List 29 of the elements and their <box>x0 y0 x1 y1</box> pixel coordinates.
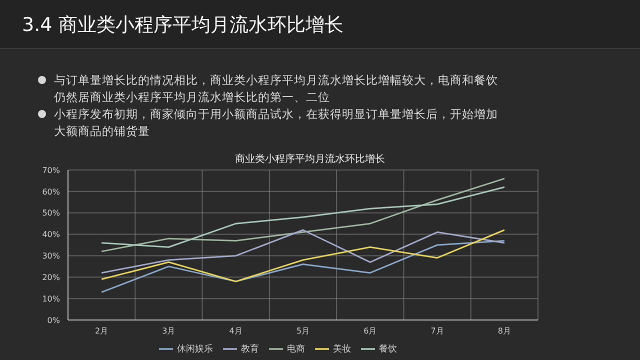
x-tick-label: 4月 <box>229 326 242 336</box>
line-series <box>100 229 506 274</box>
x-tick-label: 8月 <box>498 326 511 336</box>
chart-subtitle: 商业类小程序平均月流水环比增长 <box>234 152 386 166</box>
y-tick-label: 60% <box>42 187 60 196</box>
legend-label: 电商 <box>287 344 305 354</box>
line-series <box>100 240 506 293</box>
y-tick-label: 0% <box>47 316 60 325</box>
legend-label: 餐饮 <box>379 344 397 354</box>
x-tick-label: 5月 <box>296 326 310 336</box>
chart-title: 3.4 商业类小程序平均月流水环比增长 <box>22 13 344 38</box>
text: 与订单量增长比的情况相比，商业类小程序平均月流水增长比增幅较大，电商和餐饮仍然居商业类小程序平均月流水增长比的第一、二位 <box>53 72 499 106</box>
x-tick-label: 6月 <box>364 326 377 336</box>
line-series <box>100 229 506 282</box>
line-series <box>100 186 506 248</box>
line-series <box>100 178 506 252</box>
y-tick-label: 70% <box>42 166 60 175</box>
y-tick-label: 50% <box>42 208 60 218</box>
y-tick-label: 30% <box>42 252 60 261</box>
x-tick-label: 2月 <box>95 326 108 336</box>
x-tick-label: 7月 <box>430 326 444 336</box>
y-tick-label: 40% <box>42 230 60 240</box>
x-tick-label: 3月 <box>162 326 176 336</box>
y-tick-label: 10% <box>42 294 60 304</box>
text: 小程序发布初期，商家倾向于用小额商品试水，在获得明显订单量增长后，开始增加大额商品的铺货量 <box>53 106 499 140</box>
y-tick-label: 20% <box>42 272 60 282</box>
legend-label: 教育 <box>241 344 259 354</box>
legend-label: 美妆 <box>333 344 351 354</box>
legend-label: 休闲娱乐 <box>177 344 213 354</box>
